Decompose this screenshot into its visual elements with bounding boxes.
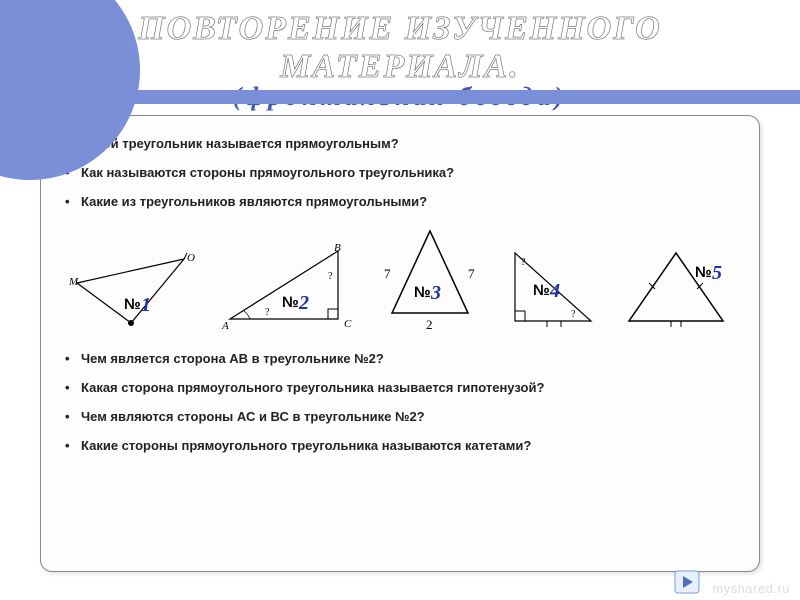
triangle-5-svg: № 5 bbox=[621, 243, 731, 331]
triangle-3: 7 7 2 № 3 bbox=[380, 223, 480, 331]
page-title: ПОВТОРЕНИЕ ИЗУЧЕННОГО МАТЕРИАЛА. bbox=[20, 10, 780, 86]
triangle-4-svg: ? ? № 4 bbox=[501, 243, 601, 331]
vertex-M-label: M bbox=[69, 276, 79, 288]
angle-qmark: ? bbox=[521, 257, 526, 268]
question-item: Чем являются стороны АС и ВС в треугольн… bbox=[65, 409, 735, 424]
svg-text:№: № bbox=[533, 282, 550, 299]
question-item: Какая сторона прямоугольного треугольник… bbox=[65, 380, 735, 395]
svg-text:№: № bbox=[695, 264, 712, 281]
tri-num-5: 5 bbox=[712, 262, 722, 284]
side-7-left: 7 bbox=[384, 266, 391, 281]
triangle-4: ? ? № 4 bbox=[501, 243, 601, 331]
vertex-O-label: O bbox=[187, 252, 195, 264]
angle-qmark: ? bbox=[571, 309, 576, 320]
triangle-3-svg: 7 7 2 № 3 bbox=[380, 223, 480, 331]
questions-top-list: Какой треугольник называется прямоугольн… bbox=[65, 136, 735, 209]
question-item: Какой треугольник называется прямоугольн… bbox=[65, 136, 735, 151]
next-arrow-icon bbox=[674, 570, 700, 594]
vertex-A-label: A bbox=[221, 320, 229, 331]
base-2: 2 bbox=[426, 317, 433, 331]
accent-bar bbox=[0, 90, 800, 104]
question-item: Какие из треугольников являются прямоуго… bbox=[65, 194, 735, 209]
svg-text:№: № bbox=[414, 284, 431, 301]
triangle-1: M O № 1 bbox=[69, 251, 199, 331]
tri-num-1: 1 bbox=[141, 294, 151, 316]
tri-num-4: 4 bbox=[549, 280, 560, 302]
question-item: Чем является сторона АВ в треугольнике №… bbox=[65, 351, 735, 366]
question-item: Какие стороны прямоугольного треугольник… bbox=[65, 438, 735, 453]
triangle-2: A B C ? ? № 2 bbox=[220, 241, 360, 331]
svg-text:№: № bbox=[282, 294, 299, 311]
triangle-5: № 5 bbox=[621, 243, 731, 331]
vertex-B-label: B bbox=[334, 242, 341, 254]
side-7-right: 7 bbox=[468, 266, 475, 281]
triangle-1-svg: M O № 1 bbox=[69, 251, 199, 331]
angle-qmark: ? bbox=[265, 307, 270, 318]
questions-bottom-list: Чем является сторона АВ в треугольнике №… bbox=[65, 351, 735, 453]
next-slide-button[interactable] bbox=[674, 570, 700, 594]
tri-num-2: 2 bbox=[298, 292, 309, 314]
angle-qmark: ? bbox=[328, 271, 333, 282]
vertex-C-label: C bbox=[344, 318, 352, 330]
tri-num-3: 3 bbox=[430, 282, 441, 304]
question-item: Как называются стороны прямоугольного тр… bbox=[65, 165, 735, 180]
watermark: myshared.ru bbox=[712, 581, 790, 596]
triangle-2-svg: A B C ? ? № 2 bbox=[220, 241, 360, 331]
triangles-row: M O № 1 A B C ? ? № 2 bbox=[65, 223, 735, 331]
content-panel: Какой треугольник называется прямоугольн… bbox=[40, 115, 760, 572]
svg-text:№: № bbox=[124, 296, 141, 313]
